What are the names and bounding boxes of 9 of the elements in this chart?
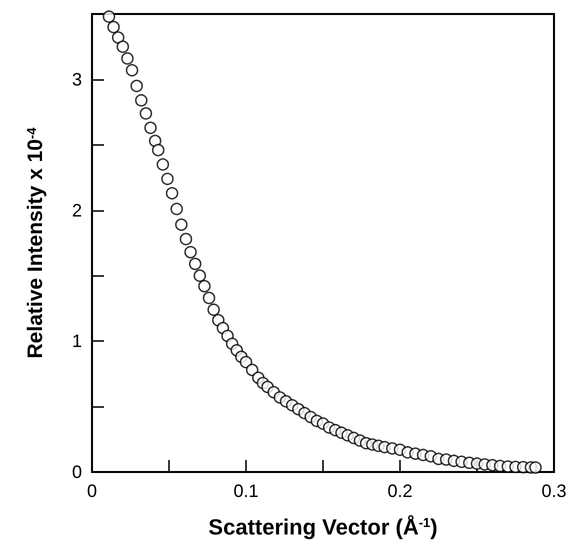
- x-tick-label: 0: [86, 481, 98, 501]
- x-tick-label: 0.1: [233, 481, 259, 501]
- y-axis-title: Relative Intensity x 10-4: [24, 126, 47, 358]
- y-tick-label: 0: [72, 462, 82, 482]
- y-tick-label: 2: [72, 200, 82, 220]
- x-tick-label: 0.2: [387, 481, 413, 501]
- y-tick-label: 3: [72, 69, 82, 90]
- x-tick-label: 0.3: [541, 481, 567, 501]
- y-tick-label: 1: [72, 331, 82, 352]
